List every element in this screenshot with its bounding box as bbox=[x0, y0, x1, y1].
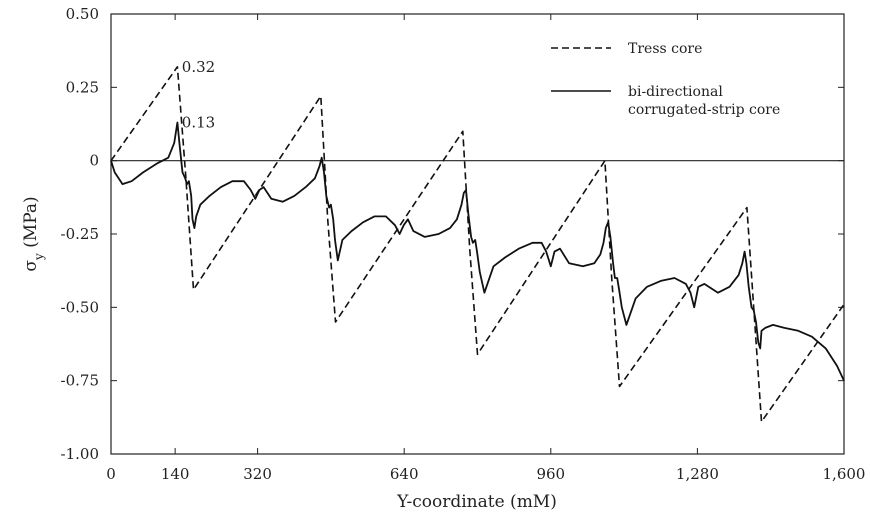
y-axis: 0.50 0.25 0 -0.25 -0.50 -0.75 -1.00 bbox=[61, 5, 844, 463]
x-tick-label: 640 bbox=[390, 465, 419, 483]
series-line-tress-core bbox=[110, 66, 845, 423]
legend-label-line-2: corrugated-strip core bbox=[628, 102, 780, 118]
y-tick-label: -0.75 bbox=[61, 372, 99, 390]
legend: Tress core bi-directional corrugated-str… bbox=[551, 41, 780, 118]
x-axis-title: Y-coordinate (mM) bbox=[396, 492, 557, 512]
annotation-label: 0.13 bbox=[182, 114, 215, 132]
legend-label-bidirectional-core: bi-directional corrugated-strip core bbox=[628, 84, 780, 118]
y-tick-label: 0 bbox=[89, 152, 99, 170]
x-axis: 0 140 320 640 960 1,280 1,600 bbox=[106, 14, 865, 483]
legend-label-tress-core: Tress core bbox=[628, 41, 702, 57]
x-tick-label: 960 bbox=[536, 465, 565, 483]
x-tick-label: 0 bbox=[106, 465, 116, 483]
plot-frame bbox=[110, 13, 845, 455]
annotations: 0.32 0.13 bbox=[182, 58, 215, 132]
y-tick-label: -0.50 bbox=[61, 298, 99, 316]
x-tick-label: 320 bbox=[243, 465, 272, 483]
y-tick-label: 0.50 bbox=[66, 5, 99, 23]
annotation-label: 0.32 bbox=[182, 58, 215, 76]
y-axis-title: σy (MPa) bbox=[21, 196, 46, 271]
y-tick-label: 0.25 bbox=[66, 78, 99, 96]
series-layer bbox=[110, 66, 845, 423]
x-tick-label: 1,280 bbox=[676, 465, 719, 483]
y-tick-label: -0.25 bbox=[61, 225, 99, 243]
x-tick-label: 140 bbox=[161, 465, 190, 483]
x-tick-label: 1,600 bbox=[823, 465, 866, 483]
y-tick-label: -1.00 bbox=[61, 445, 99, 463]
legend-label-line-1: bi-directional bbox=[628, 84, 723, 100]
series-line-bidirectional-core bbox=[110, 121, 845, 382]
